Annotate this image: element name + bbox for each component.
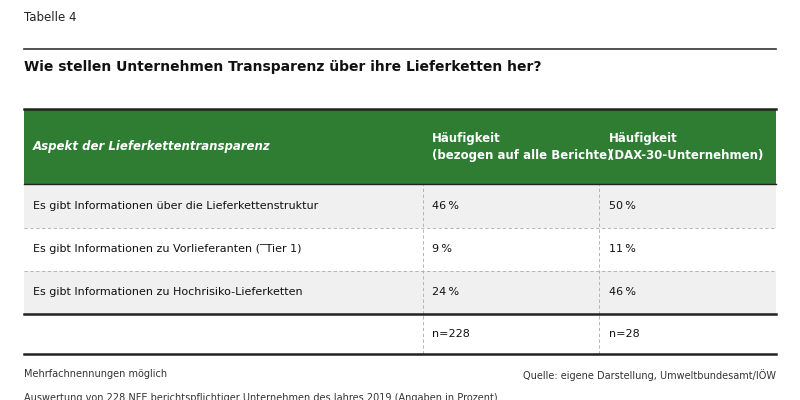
Text: Wie stellen Unternehmen Transparenz über ihre Lieferketten her?: Wie stellen Unternehmen Transparenz über…	[23, 60, 541, 74]
Text: 11 %: 11 %	[609, 244, 636, 254]
Text: 50 %: 50 %	[609, 201, 636, 211]
FancyBboxPatch shape	[599, 184, 777, 228]
FancyBboxPatch shape	[599, 271, 777, 314]
Text: n=228: n=228	[432, 329, 470, 339]
FancyBboxPatch shape	[23, 271, 422, 314]
FancyBboxPatch shape	[422, 314, 599, 354]
Text: Häufigkeit
(DAX-30-Unternehmen): Häufigkeit (DAX-30-Unternehmen)	[609, 132, 763, 162]
Text: Es gibt Informationen zu Vorlieferanten (‾Tier 1): Es gibt Informationen zu Vorlieferanten …	[33, 244, 302, 254]
FancyBboxPatch shape	[23, 314, 422, 354]
FancyBboxPatch shape	[23, 109, 422, 184]
Text: n=28: n=28	[609, 329, 640, 339]
Text: 9 %: 9 %	[432, 244, 452, 254]
Text: Tabelle 4: Tabelle 4	[23, 11, 76, 24]
Text: 46 %: 46 %	[609, 288, 636, 298]
FancyBboxPatch shape	[422, 109, 599, 184]
Text: 46 %: 46 %	[432, 201, 459, 211]
FancyBboxPatch shape	[599, 109, 777, 184]
Text: 24 %: 24 %	[432, 288, 459, 298]
Text: Mehrfachnennungen möglich: Mehrfachnennungen möglich	[23, 369, 166, 379]
FancyBboxPatch shape	[23, 228, 422, 271]
FancyBboxPatch shape	[422, 271, 599, 314]
Text: Auswertung von 228 NFE berichtspflichtiger Unternehmen des Jahres 2019 (Angaben : Auswertung von 228 NFE berichtspflichtig…	[23, 393, 497, 400]
FancyBboxPatch shape	[422, 184, 599, 228]
FancyBboxPatch shape	[599, 314, 777, 354]
Text: Es gibt Informationen zu Hochrisiko-Lieferketten: Es gibt Informationen zu Hochrisiko-Lief…	[33, 288, 302, 298]
Text: Häufigkeit
(bezogen auf alle Berichte): Häufigkeit (bezogen auf alle Berichte)	[432, 132, 613, 162]
Text: Es gibt Informationen über die Lieferkettenstruktur: Es gibt Informationen über die Lieferket…	[33, 201, 318, 211]
Text: Aspekt der Lieferkettentransparenz: Aspekt der Lieferkettentransparenz	[33, 140, 270, 153]
FancyBboxPatch shape	[599, 228, 777, 271]
FancyBboxPatch shape	[23, 184, 422, 228]
Text: Quelle: eigene Darstellung, Umweltbundesamt/IÖW: Quelle: eigene Darstellung, Umweltbundes…	[523, 369, 777, 380]
FancyBboxPatch shape	[422, 228, 599, 271]
